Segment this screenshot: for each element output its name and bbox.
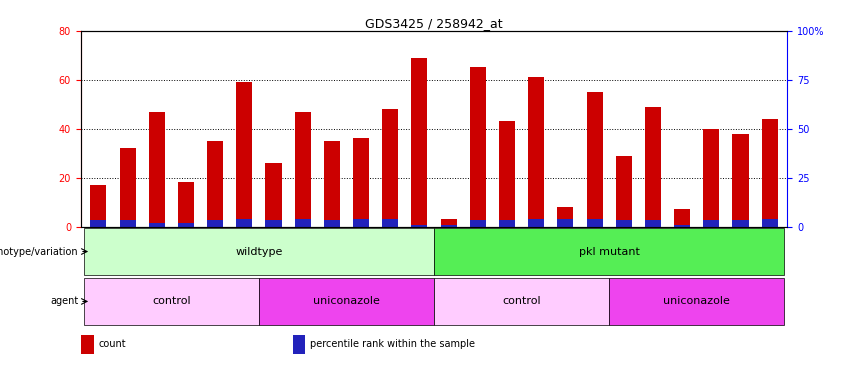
Bar [499, 220, 515, 227]
FancyBboxPatch shape [434, 228, 785, 275]
Text: pkl mutant: pkl mutant [579, 247, 640, 257]
FancyBboxPatch shape [609, 278, 785, 325]
Bar [645, 107, 661, 227]
Bar [324, 220, 340, 227]
Bar [674, 209, 690, 227]
Bar [353, 139, 369, 227]
Bar [294, 111, 311, 227]
Bar [557, 207, 574, 227]
Bar [81, 335, 94, 354]
Bar [382, 219, 398, 227]
Bar [266, 220, 282, 227]
Bar [149, 223, 165, 227]
Bar [293, 335, 306, 354]
Bar [441, 225, 457, 227]
FancyBboxPatch shape [83, 228, 434, 275]
Bar [411, 225, 427, 227]
Bar [528, 77, 544, 227]
Bar [586, 219, 603, 227]
Bar [674, 225, 690, 227]
Title: GDS3425 / 258942_at: GDS3425 / 258942_at [365, 17, 503, 30]
Bar [441, 219, 457, 227]
Bar [470, 220, 486, 227]
FancyBboxPatch shape [434, 278, 609, 325]
FancyBboxPatch shape [83, 278, 259, 325]
Bar [119, 220, 135, 227]
Bar [90, 185, 106, 227]
Bar [470, 68, 486, 227]
Bar [178, 223, 194, 227]
Bar [237, 82, 252, 227]
Bar [207, 220, 223, 227]
Bar [294, 219, 311, 227]
Bar [616, 220, 631, 227]
Text: genotype/variation: genotype/variation [0, 247, 78, 257]
Bar [762, 119, 778, 227]
Bar [733, 220, 749, 227]
Bar [645, 220, 661, 227]
Text: percentile rank within the sample: percentile rank within the sample [311, 339, 476, 349]
Bar [703, 220, 719, 227]
Bar [237, 219, 252, 227]
Bar [499, 121, 515, 227]
Bar [411, 58, 427, 227]
Bar [586, 92, 603, 227]
Bar [90, 220, 106, 227]
Text: count: count [99, 339, 126, 349]
Text: uniconazole: uniconazole [313, 296, 380, 306]
Bar [733, 134, 749, 227]
Bar [616, 156, 631, 227]
Bar [353, 219, 369, 227]
FancyBboxPatch shape [259, 278, 434, 325]
Bar [557, 219, 574, 227]
Bar [207, 141, 223, 227]
Bar [119, 148, 135, 227]
Text: control: control [152, 296, 191, 306]
Bar [266, 163, 282, 227]
Text: control: control [502, 296, 541, 306]
Bar [762, 219, 778, 227]
Bar [324, 141, 340, 227]
Bar [703, 129, 719, 227]
Text: agent: agent [50, 296, 78, 306]
Bar [382, 109, 398, 227]
Bar [528, 219, 544, 227]
Text: wildtype: wildtype [235, 247, 283, 257]
Text: uniconazole: uniconazole [663, 296, 730, 306]
Bar [178, 182, 194, 227]
Bar [149, 111, 165, 227]
